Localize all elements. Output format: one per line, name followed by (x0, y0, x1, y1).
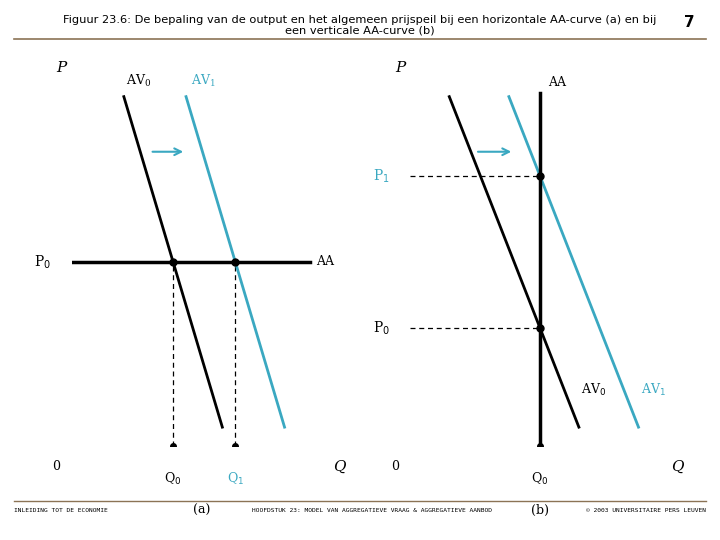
Text: A$\mathregular{V_0}$: A$\mathregular{V_0}$ (127, 73, 152, 89)
Text: (b): (b) (531, 504, 549, 517)
Text: A$\mathregular{V_1}$: A$\mathregular{V_1}$ (192, 73, 216, 89)
Text: P$_0$: P$_0$ (373, 319, 390, 337)
Text: HOOFDSTUK 23: MODEL VAN AGGREGATIEVE VRAAG & AGGREGATIEVE AANBOD: HOOFDSTUK 23: MODEL VAN AGGREGATIEVE VRA… (252, 508, 492, 512)
Text: AA: AA (548, 76, 566, 89)
Text: 0: 0 (53, 460, 60, 473)
Text: AV$_0$: AV$_0$ (582, 382, 607, 399)
Text: Q: Q (333, 460, 345, 474)
Text: Q$_0$: Q$_0$ (164, 471, 181, 487)
Text: een verticale AA-curve (b): een verticale AA-curve (b) (285, 26, 435, 36)
Text: P: P (56, 60, 67, 75)
Text: © 2003 UNIVERSITAIRE PERS LEUVEN: © 2003 UNIVERSITAIRE PERS LEUVEN (585, 508, 706, 512)
Text: P: P (395, 60, 405, 75)
Text: Q: Q (671, 460, 683, 474)
Text: Q$_1$: Q$_1$ (227, 471, 244, 487)
Text: 7: 7 (684, 15, 695, 30)
Text: Q$_0$: Q$_0$ (531, 471, 549, 487)
Text: INLEIDING TOT DE ECONOMIE: INLEIDING TOT DE ECONOMIE (14, 508, 108, 512)
Text: AV$_1$: AV$_1$ (641, 382, 666, 399)
Text: (a): (a) (193, 504, 210, 517)
Text: P$_0$: P$_0$ (35, 253, 51, 271)
Text: P$_1$: P$_1$ (373, 167, 390, 185)
Text: AA: AA (315, 255, 333, 268)
Text: Figuur 23.6: De bepaling van de output en het algemeen prijspeil bij een horizon: Figuur 23.6: De bepaling van de output e… (63, 15, 657, 25)
Text: 0: 0 (391, 460, 399, 473)
